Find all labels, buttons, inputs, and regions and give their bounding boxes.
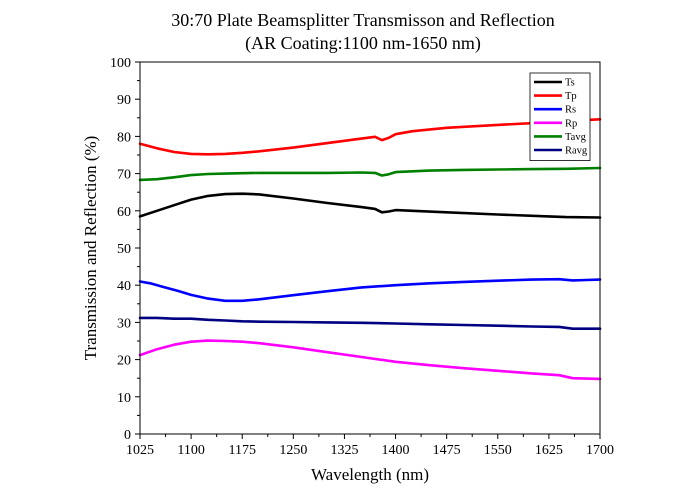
- legend-entry-tavg: Tavg: [565, 132, 587, 143]
- series-line-ravg: [138, 316, 602, 330]
- x-tick-label: 1475: [433, 443, 461, 458]
- x-tick-label: 1625: [535, 443, 563, 458]
- x-tick-label: 1325: [330, 443, 358, 458]
- legend-entry-tp: Tp: [565, 91, 577, 102]
- x-tick-label: 1175: [228, 443, 255, 458]
- series-layer: [138, 118, 602, 381]
- y-axis-label: Transmission and Reflection (%): [81, 136, 100, 361]
- y-tick-label: 20: [117, 354, 131, 369]
- x-axis-label: Wavelength (nm): [311, 465, 429, 484]
- series-line-ts: [138, 192, 602, 219]
- y-tick-label: 40: [117, 279, 131, 294]
- y-tick-label: 70: [117, 168, 131, 183]
- legend-entry-rs: Rs: [565, 105, 576, 116]
- y-tick-label: 60: [117, 205, 131, 220]
- y-tick-label: 0: [124, 428, 131, 443]
- series-line-tavg: [138, 166, 602, 182]
- x-tick-label: 1025: [126, 443, 154, 458]
- x-tick-label: 1100: [177, 443, 204, 458]
- x-tick-label: 1550: [484, 443, 512, 458]
- legend: Ts Tp Rs Rp Tavg Ravg: [529, 72, 591, 161]
- y-tick-label: 80: [117, 130, 131, 145]
- x-tick-label: 1400: [382, 443, 410, 458]
- y-tick-label: 30: [117, 316, 131, 331]
- legend-entry-ts: Ts: [565, 78, 575, 89]
- series-line-rp: [138, 339, 602, 381]
- axis-layer: 1025 1100 1175 1250 1325 1400 1475 1550 1625 1700…: [110, 56, 614, 458]
- legend-entry-ravg: Ravg: [565, 146, 588, 157]
- y-tick-label: 50: [117, 242, 131, 257]
- series-line-rs: [138, 277, 602, 303]
- x-tick-label: 1250: [279, 443, 307, 458]
- chart-title: 30:70 Plate Beamsplitter Transmisson and…: [171, 10, 554, 30]
- chart-subtitle: (AR Coating:1100 nm-1650 nm): [245, 33, 481, 54]
- x-tick-label: 1700: [586, 443, 614, 458]
- y-tick-label: 90: [117, 93, 131, 108]
- legend-entry-rp: Rp: [565, 118, 577, 129]
- series-line-tp: [138, 118, 602, 156]
- legend-box: [529, 72, 591, 161]
- y-tick-label: 100: [110, 56, 131, 71]
- y-tick-label: 10: [117, 391, 131, 406]
